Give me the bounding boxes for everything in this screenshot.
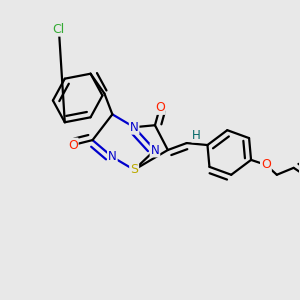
Text: O: O	[68, 139, 78, 152]
Text: S: S	[130, 163, 138, 176]
Text: N: N	[130, 121, 139, 134]
Text: Cl: Cl	[53, 22, 65, 36]
Text: H: H	[192, 129, 201, 142]
Text: O: O	[261, 158, 271, 171]
Text: N: N	[151, 143, 159, 157]
Text: N: N	[108, 150, 117, 164]
Text: O: O	[155, 101, 165, 114]
